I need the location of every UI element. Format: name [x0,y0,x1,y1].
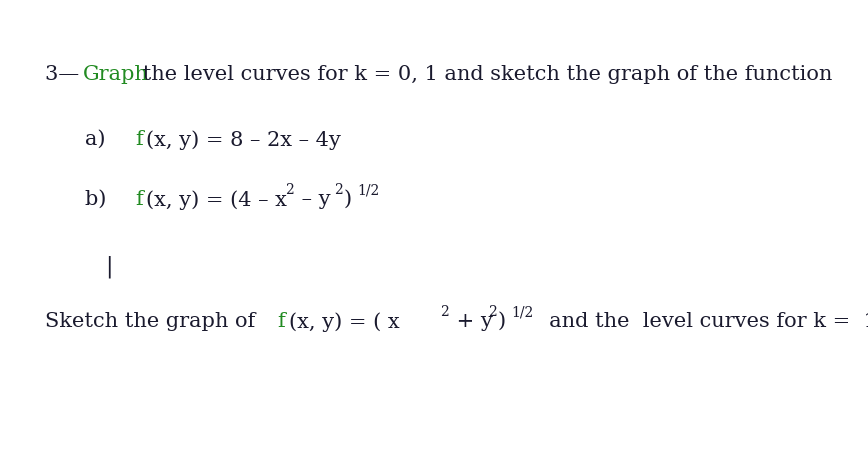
Text: + y: + y [450,311,493,330]
Text: a): a) [85,130,119,149]
Text: b): b) [85,190,120,208]
Text: 1/2: 1/2 [357,183,379,196]
Text: (x, y) = ( x: (x, y) = ( x [289,311,399,331]
Text: Sketch the graph of: Sketch the graph of [45,311,262,330]
Text: ): ) [344,190,352,208]
Text: |: | [105,254,113,277]
Text: 1/2: 1/2 [511,304,533,318]
Text: ): ) [498,311,506,330]
Text: f: f [135,130,142,149]
Text: the level curves for k = 0, 1 and sketch the graph of the function: the level curves for k = 0, 1 and sketch… [136,65,832,84]
Text: 2: 2 [488,304,496,318]
Text: (x, y) = (4 – x: (x, y) = (4 – x [146,190,287,209]
Text: 2: 2 [334,183,343,196]
Text: 2: 2 [440,304,449,318]
Text: (x, y) = 8 – 2x – 4y: (x, y) = 8 – 2x – 4y [146,130,341,149]
Text: f: f [135,190,142,208]
Text: Graph: Graph [83,65,149,84]
Text: – y: – y [295,190,331,208]
Text: and the  level curves for k =  1, 4: and the level curves for k = 1, 4 [536,311,868,330]
Text: 2: 2 [285,183,293,196]
Text: f: f [277,311,285,330]
Text: 3—: 3— [45,65,86,84]
